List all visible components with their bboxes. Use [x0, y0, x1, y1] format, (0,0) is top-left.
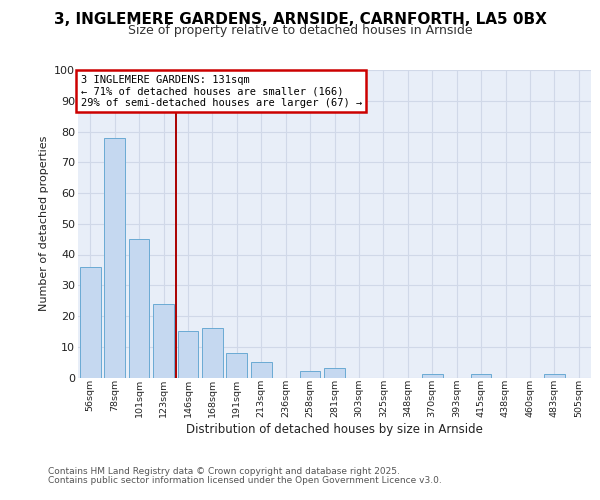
Text: Contains public sector information licensed under the Open Government Licence v3: Contains public sector information licen…	[48, 476, 442, 485]
Text: 3 INGLEMERE GARDENS: 131sqm
← 71% of detached houses are smaller (166)
29% of se: 3 INGLEMERE GARDENS: 131sqm ← 71% of det…	[80, 74, 362, 108]
Bar	[128, 239, 149, 378]
Bar	[153, 304, 174, 378]
Y-axis label: Number of detached properties: Number of detached properties	[38, 136, 49, 312]
X-axis label: Distribution of detached houses by size in Arnside: Distribution of detached houses by size …	[186, 423, 483, 436]
Bar	[226, 353, 247, 378]
Bar	[422, 374, 443, 378]
Bar	[544, 374, 565, 378]
Bar	[80, 267, 101, 378]
Bar	[202, 328, 223, 378]
Text: Contains HM Land Registry data © Crown copyright and database right 2025.: Contains HM Land Registry data © Crown c…	[48, 467, 400, 476]
Text: 3, INGLEMERE GARDENS, ARNSIDE, CARNFORTH, LA5 0BX: 3, INGLEMERE GARDENS, ARNSIDE, CARNFORTH…	[53, 12, 547, 28]
Bar	[324, 368, 345, 378]
Bar	[299, 372, 320, 378]
Bar	[470, 374, 491, 378]
Text: Size of property relative to detached houses in Arnside: Size of property relative to detached ho…	[128, 24, 472, 37]
Bar	[251, 362, 272, 378]
Bar	[104, 138, 125, 378]
Bar	[178, 332, 199, 378]
